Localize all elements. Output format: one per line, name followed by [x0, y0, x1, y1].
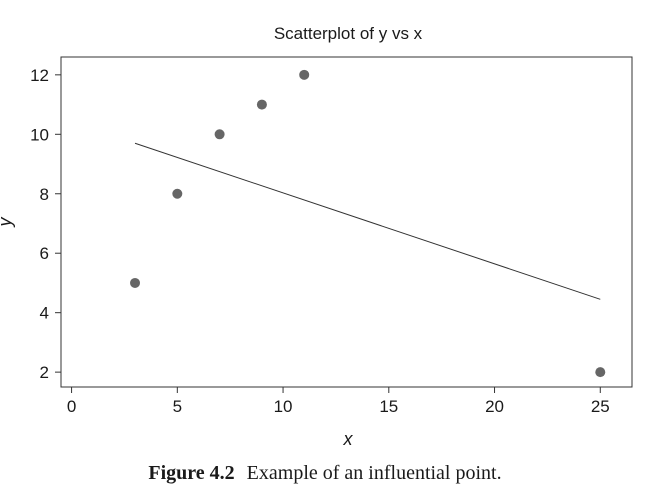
plot-frame — [60, 56, 633, 388]
y-tick-label: 10 — [30, 125, 49, 144]
y-tick-label: 12 — [30, 66, 49, 85]
data-point — [256, 99, 267, 110]
x-tick-label: 20 — [485, 397, 504, 416]
scatterplot-chart: Scatterplot of y vs x 0 5 10 15 20 25 2 4 6 8 10 1… — [0, 24, 633, 449]
x-tick-label: 0 — [67, 397, 76, 416]
data-points — [130, 69, 606, 378]
data-point — [214, 129, 225, 140]
x-tick-label: 25 — [591, 397, 610, 416]
data-point — [130, 277, 141, 288]
data-point — [172, 188, 183, 199]
x-tick-label: 15 — [379, 397, 398, 416]
y-tick-label: 2 — [40, 363, 49, 382]
regression-line — [134, 142, 601, 300]
y-axis-ticks: 2 4 6 8 10 12 — [30, 66, 61, 382]
data-point — [299, 69, 310, 80]
caption-text: Example of an influential point. — [246, 462, 502, 484]
x-tick-label: 5 — [173, 397, 182, 416]
data-point — [595, 367, 606, 378]
y-tick-label: 6 — [40, 244, 49, 263]
caption-label: Figure 4.2 — [148, 462, 235, 484]
x-axis-label: x — [343, 429, 354, 449]
y-tick-label: 4 — [40, 304, 49, 323]
y-axis-label: y — [0, 217, 15, 229]
figure-caption: Figure 4.2 Example of an influential poin… — [0, 462, 650, 485]
y-tick-label: 8 — [40, 185, 49, 204]
x-tick-label: 10 — [274, 397, 293, 416]
x-axis-ticks: 0 5 10 15 20 25 — [67, 387, 610, 416]
chart-title: Scatterplot of y vs x — [274, 24, 423, 43]
